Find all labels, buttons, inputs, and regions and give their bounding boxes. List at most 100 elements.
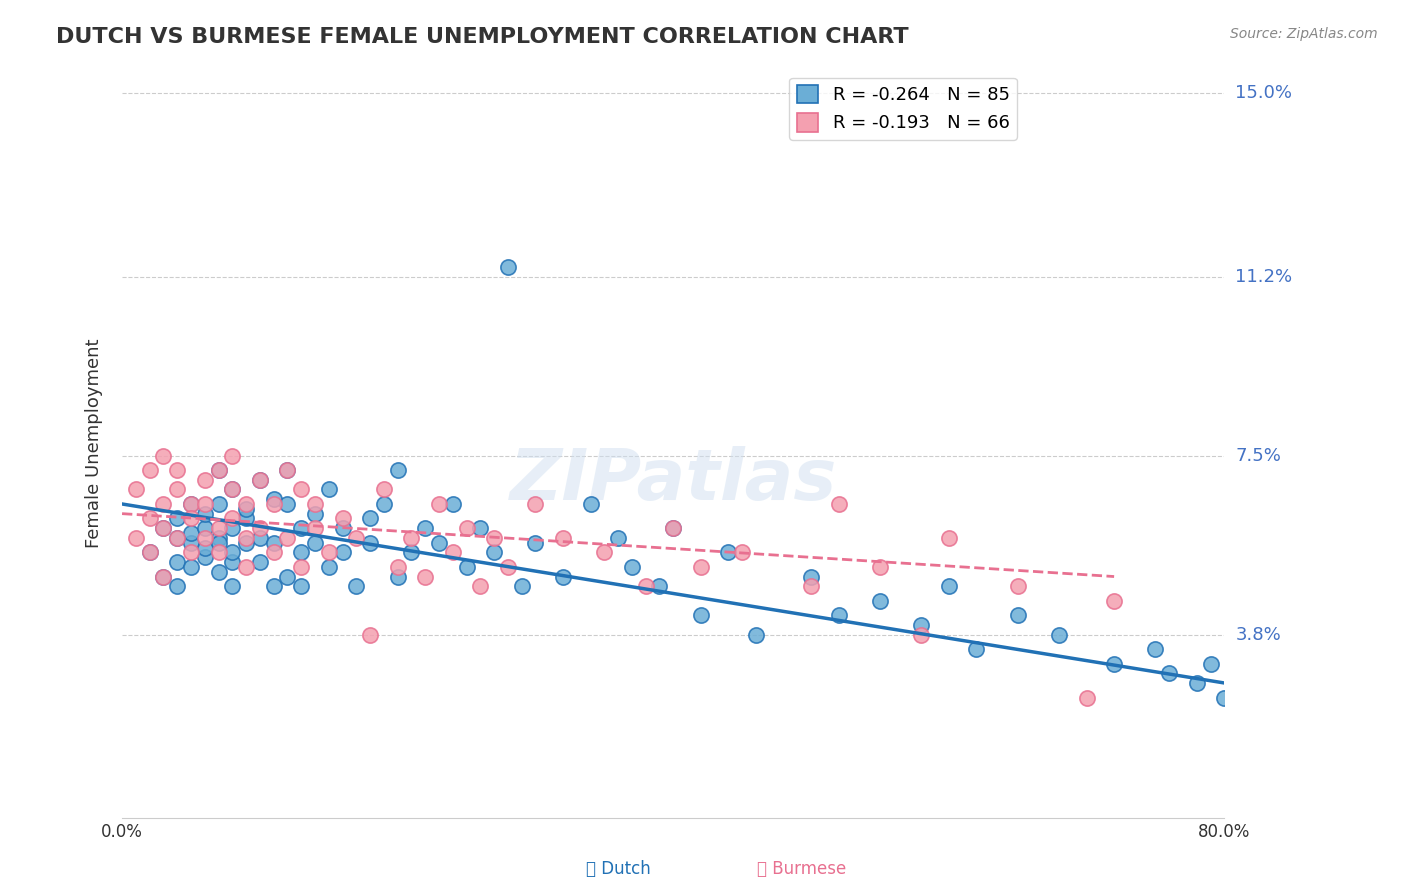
Point: [965, 642, 987, 657]
Point: [593, 545, 616, 559]
Text: Source: ZipAtlas.com: Source: ZipAtlas.com: [1230, 27, 1378, 41]
Point: [263, 497, 285, 511]
Point: [496, 560, 519, 574]
Point: [180, 560, 202, 574]
Point: [152, 569, 174, 583]
Point: [276, 497, 298, 511]
Point: [221, 555, 243, 569]
Point: [152, 497, 174, 511]
Point: [304, 507, 326, 521]
Point: [194, 497, 217, 511]
Point: [689, 608, 711, 623]
Point: [607, 531, 630, 545]
Point: [207, 531, 229, 545]
Point: [620, 560, 643, 574]
Point: [290, 560, 312, 574]
Point: [138, 545, 160, 559]
Point: [166, 531, 188, 545]
Point: [152, 569, 174, 583]
Point: [194, 541, 217, 555]
Point: [1102, 593, 1125, 607]
Point: [166, 463, 188, 477]
Point: [359, 627, 381, 641]
Point: [318, 560, 340, 574]
Point: [387, 463, 409, 477]
Point: [249, 473, 271, 487]
Point: [249, 531, 271, 545]
Point: [166, 531, 188, 545]
Point: [1102, 657, 1125, 671]
Point: [152, 521, 174, 535]
Point: [869, 560, 891, 574]
Point: [456, 521, 478, 535]
Point: [221, 521, 243, 535]
Point: [221, 483, 243, 497]
Point: [276, 531, 298, 545]
Text: ZIPatlas: ZIPatlas: [509, 447, 837, 516]
Point: [441, 497, 464, 511]
Point: [207, 463, 229, 477]
Point: [180, 511, 202, 525]
Point: [1159, 666, 1181, 681]
Text: DUTCH VS BURMESE FEMALE UNEMPLOYMENT CORRELATION CHART: DUTCH VS BURMESE FEMALE UNEMPLOYMENT COR…: [56, 27, 908, 46]
Point: [180, 526, 202, 541]
Point: [180, 545, 202, 559]
Point: [207, 463, 229, 477]
Point: [869, 593, 891, 607]
Point: [689, 560, 711, 574]
Point: [427, 497, 450, 511]
Point: [470, 521, 492, 535]
Point: [1047, 627, 1070, 641]
Point: [194, 473, 217, 487]
Point: [482, 545, 505, 559]
Point: [387, 560, 409, 574]
Text: 7.5%: 7.5%: [1236, 447, 1281, 465]
Point: [332, 511, 354, 525]
Point: [290, 579, 312, 593]
Point: [470, 579, 492, 593]
Point: [662, 521, 685, 535]
Point: [194, 507, 217, 521]
Point: [1199, 657, 1222, 671]
Point: [207, 521, 229, 535]
Point: [221, 449, 243, 463]
Point: [138, 511, 160, 525]
Point: [482, 531, 505, 545]
Point: [441, 545, 464, 559]
Point: [456, 560, 478, 574]
Point: [634, 579, 657, 593]
Text: 11.2%: 11.2%: [1236, 268, 1292, 285]
Point: [249, 521, 271, 535]
Point: [1185, 676, 1208, 690]
Point: [207, 497, 229, 511]
Point: [662, 521, 685, 535]
Text: 3.8%: 3.8%: [1236, 625, 1281, 644]
Point: [207, 565, 229, 579]
Point: [401, 545, 423, 559]
Point: [387, 569, 409, 583]
Point: [180, 535, 202, 549]
Point: [152, 521, 174, 535]
Point: [579, 497, 602, 511]
Point: [166, 579, 188, 593]
Point: [413, 521, 436, 535]
Point: [401, 531, 423, 545]
Point: [344, 579, 367, 593]
Point: [1213, 690, 1236, 705]
Point: [180, 497, 202, 511]
Point: [510, 579, 533, 593]
Point: [276, 463, 298, 477]
Point: [800, 569, 823, 583]
Point: [359, 511, 381, 525]
Point: [1007, 608, 1029, 623]
Point: [318, 483, 340, 497]
Point: [717, 545, 740, 559]
Point: [290, 521, 312, 535]
Point: [332, 521, 354, 535]
Point: [800, 579, 823, 593]
Point: [235, 560, 257, 574]
Point: [318, 545, 340, 559]
Point: [373, 483, 395, 497]
Point: [263, 545, 285, 559]
Point: [125, 483, 148, 497]
